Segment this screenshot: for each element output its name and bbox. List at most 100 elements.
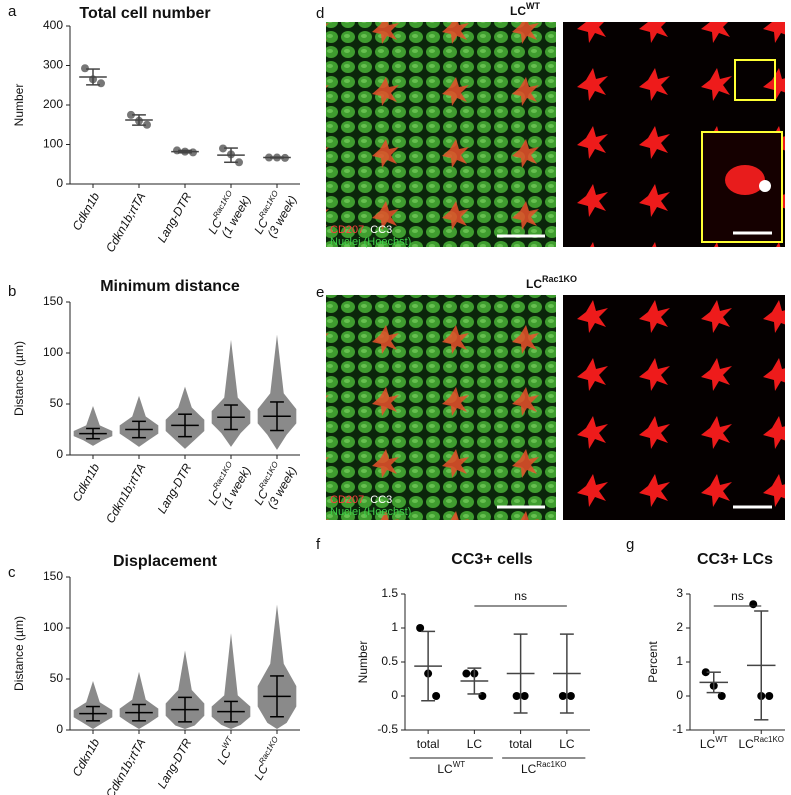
category-label: LC — [559, 737, 575, 751]
swarm — [73, 681, 113, 729]
y-axis-label: Number — [12, 84, 26, 127]
label-sup: WT — [453, 760, 466, 769]
label-sup: Rac1KO — [257, 735, 280, 766]
label-main: LC — [437, 762, 453, 776]
y-axis-label: Percent — [646, 641, 660, 683]
label-sup: Rac1KO — [754, 735, 784, 744]
panel-letter: g — [626, 536, 634, 553]
category-label: LCRac1KO — [738, 735, 784, 751]
label-sup: WT — [220, 734, 235, 750]
point — [717, 692, 726, 700]
category-label: Cdkn1b;rtTA — [103, 736, 148, 795]
y-tick-label: 100 — [43, 620, 63, 634]
heading-sup: Rac1KO — [542, 274, 577, 284]
image-overlay — [326, 22, 556, 247]
inset-box — [734, 59, 776, 101]
swarm — [211, 339, 251, 447]
point — [701, 668, 710, 677]
panel-d-images: d LCWT CD207 CC3 Nuclei (Hoechst) — [316, 1, 785, 248]
point — [143, 120, 151, 129]
label-main: LC — [251, 487, 271, 508]
category-label-group: Cdkn1b;rtTA — [103, 190, 148, 255]
label-main: LC — [251, 216, 271, 237]
point — [765, 692, 774, 700]
category-label-group: LCWT — [213, 734, 241, 767]
label-main: LC — [251, 762, 271, 783]
label-main: LC — [205, 487, 225, 508]
annotation: ns — [514, 589, 527, 603]
heading-main: LC — [526, 277, 542, 291]
category-label: Cdkn1b — [70, 736, 103, 779]
label-main: LC — [738, 737, 754, 751]
chart-title: Displacement — [113, 553, 218, 570]
category-label-group: Lang-DTR — [155, 461, 195, 516]
panel-letter: c — [8, 564, 16, 581]
heading-main: LC — [510, 4, 526, 18]
y-tick-label: 0 — [56, 447, 63, 461]
image-overlay — [326, 295, 556, 520]
annotation: ns — [731, 589, 744, 603]
point — [219, 144, 227, 153]
y-tick-label: 0 — [56, 722, 63, 736]
category-label: LCWT — [213, 734, 241, 767]
image-cd207 — [563, 295, 785, 520]
category-label: Lang-DTR — [155, 190, 195, 245]
category-label-group: Cdkn1b;rtTA — [103, 736, 148, 795]
y-tick-label: 1 — [676, 654, 683, 668]
inset-cell — [725, 165, 765, 195]
swarm — [257, 334, 297, 450]
swarm — [257, 604, 297, 729]
y-tick-label: 50 — [50, 671, 64, 685]
y-tick-label: 1 — [391, 620, 398, 634]
panel-letter: a — [8, 3, 17, 20]
y-tick-label: 0 — [676, 688, 683, 702]
category-label-group: LCRac1KO(3 week) — [251, 460, 299, 511]
chart-title: Total cell number — [79, 5, 210, 22]
point — [558, 692, 567, 700]
y-tick-label: 300 — [43, 58, 63, 72]
label-cc3: CC3 — [370, 494, 392, 506]
point — [432, 692, 441, 700]
label-main: LC — [214, 747, 234, 768]
category-label: total — [509, 737, 532, 751]
category-label: Cdkn1b;rtTA — [103, 461, 148, 526]
category-label-group: Lang-DTR — [155, 736, 195, 791]
point — [416, 624, 425, 632]
label-cd207: CD207 — [330, 494, 364, 506]
y-tick-label: 0 — [56, 176, 63, 190]
category-label: LCWT — [700, 735, 728, 751]
y-tick-label: -0.5 — [377, 722, 398, 736]
point — [520, 692, 529, 700]
swarm — [211, 633, 251, 729]
label-nuclei: Nuclei (Hoechst) — [330, 506, 411, 518]
y-tick-label: 2 — [676, 620, 683, 634]
category-label: LC — [467, 737, 483, 751]
panel-letter: d — [316, 5, 324, 22]
y-tick-label: 150 — [43, 569, 63, 583]
panel-e-images: e LCRac1KO CD207 CC3 Nuclei (Hoechst) — [316, 274, 785, 520]
category-label: Lang-DTR — [155, 461, 195, 516]
category-label-group: Cdkn1b — [70, 190, 103, 233]
image-label: CD207 CC3 — [330, 494, 392, 506]
label-main: LC — [205, 216, 225, 237]
panel-letter: f — [316, 536, 321, 553]
label-sup: WT — [715, 735, 728, 744]
point — [97, 79, 105, 88]
label-main: LC — [521, 762, 537, 776]
label-sup: Rac1KO — [536, 760, 566, 769]
y-tick-label: 1.5 — [381, 586, 398, 600]
category-label-group: LCRac1KO(1 week) — [205, 189, 253, 240]
category-label-group: LCRac1KO(1 week) — [205, 460, 253, 511]
point — [749, 600, 758, 609]
y-tick-label: 150 — [43, 294, 63, 308]
category-label: Cdkn1b — [70, 461, 103, 504]
category-label: LCRac1KO — [521, 760, 567, 776]
category-label: LCRac1KO — [250, 735, 287, 783]
category-label: total — [417, 737, 440, 751]
category-label-group: Cdkn1b — [70, 461, 103, 504]
y-tick-label: 400 — [43, 18, 63, 32]
point — [478, 692, 487, 700]
y-axis-label: Number — [356, 641, 370, 684]
label-cd207: CD207 — [330, 224, 364, 236]
